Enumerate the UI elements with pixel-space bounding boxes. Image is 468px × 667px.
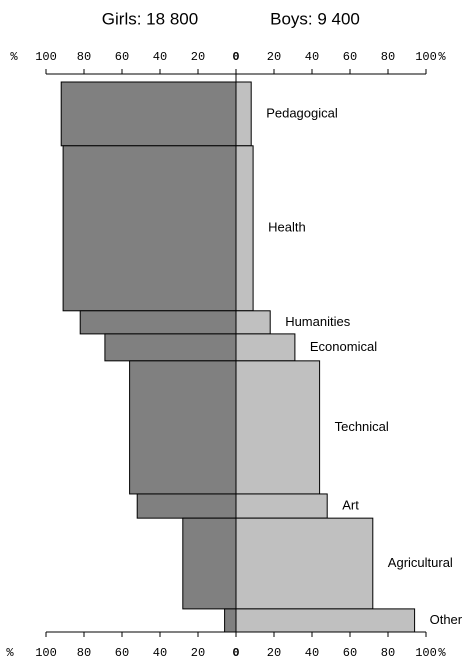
x-tick-label: 20 <box>267 646 281 660</box>
x-tick-label: 20 <box>267 50 281 64</box>
x-tick-label: 100 <box>35 646 57 660</box>
x-tick-label: 60 <box>343 646 357 660</box>
x-tick-label: 20 <box>191 646 205 660</box>
axis-unit: % <box>438 50 446 64</box>
girls-bar <box>224 608 237 633</box>
x-tick-label: 60 <box>343 50 357 64</box>
x-tick-label: 40 <box>305 646 319 660</box>
x-tick-label: 20 <box>191 50 205 64</box>
boys-bar <box>235 493 328 519</box>
boys-bar <box>235 310 271 335</box>
girls-bar <box>136 493 237 519</box>
girls-bar <box>62 145 237 312</box>
girls-bar <box>79 310 237 335</box>
x-tick-label: 40 <box>153 50 167 64</box>
boys-bar <box>235 517 374 610</box>
girls-bar <box>104 333 237 362</box>
boys-bar <box>235 81 252 147</box>
boys-bar <box>235 360 321 495</box>
x-tick-label: 80 <box>381 50 395 64</box>
girls-bar <box>129 360 237 495</box>
girls-bar <box>60 81 237 147</box>
x-tick-label: 80 <box>381 646 395 660</box>
x-tick-label: 0 <box>232 646 239 660</box>
x-tick-label: 40 <box>153 646 167 660</box>
boys-bar <box>235 333 296 362</box>
x-tick-label: 60 <box>115 646 129 660</box>
x-tick-label: 40 <box>305 50 319 64</box>
category-label: Humanities <box>285 314 351 329</box>
girls-bar <box>182 517 237 610</box>
x-tick-label: 100 <box>415 646 437 660</box>
category-label: Art <box>342 497 359 512</box>
x-tick-label: 80 <box>77 50 91 64</box>
category-label: Health <box>268 220 306 235</box>
category-label: Economical <box>310 339 377 354</box>
right-title: Boys: 9 400 <box>270 9 360 28</box>
category-label: Technical <box>335 419 389 434</box>
category-label: Agricultural <box>388 555 453 570</box>
axis-unit: % <box>6 646 14 660</box>
category-label: Other <box>430 612 463 627</box>
left-title: Girls: 18 800 <box>102 9 198 28</box>
axis-unit: % <box>10 50 18 64</box>
x-tick-label: 100 <box>35 50 57 64</box>
axis-unit: % <box>438 646 446 660</box>
boys-bar <box>235 145 254 312</box>
x-tick-label: 60 <box>115 50 129 64</box>
boys-bar <box>235 608 416 633</box>
x-tick-label: 0 <box>232 50 239 64</box>
category-label: Pedagogical <box>266 105 338 120</box>
x-tick-label: 100 <box>415 50 437 64</box>
x-tick-label: 80 <box>77 646 91 660</box>
